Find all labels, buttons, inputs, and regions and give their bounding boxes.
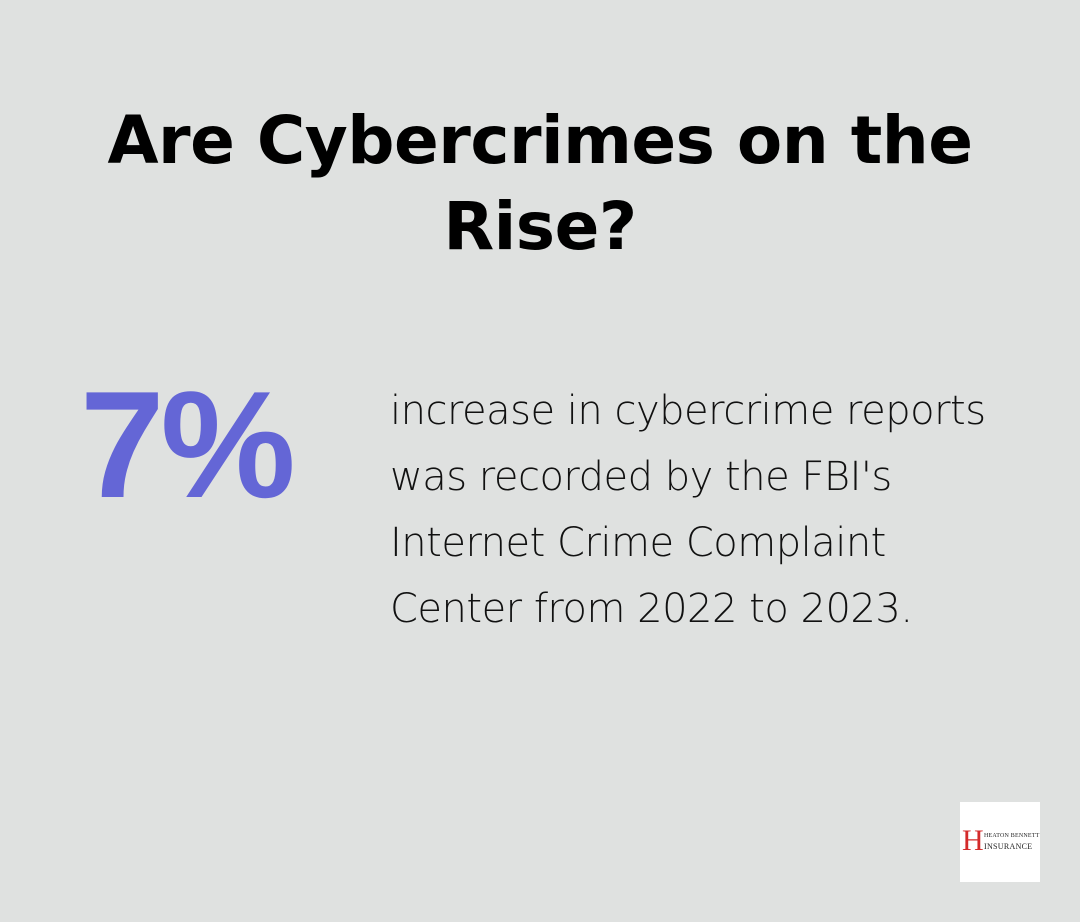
logo-line-2: INSURANCE: [984, 842, 1033, 851]
page-title: Are Cybercrimes on the Rise?: [107, 102, 973, 265]
stat-description: increase in cybercrime reports was recor…: [390, 388, 986, 632]
stat-value: 7%: [80, 360, 296, 530]
company-logo: H HEATON BENNETT INSURANCE: [960, 802, 1040, 882]
logo-line-1: HEATON BENNETT: [984, 833, 1040, 839]
logo-letter: H: [962, 824, 984, 857]
